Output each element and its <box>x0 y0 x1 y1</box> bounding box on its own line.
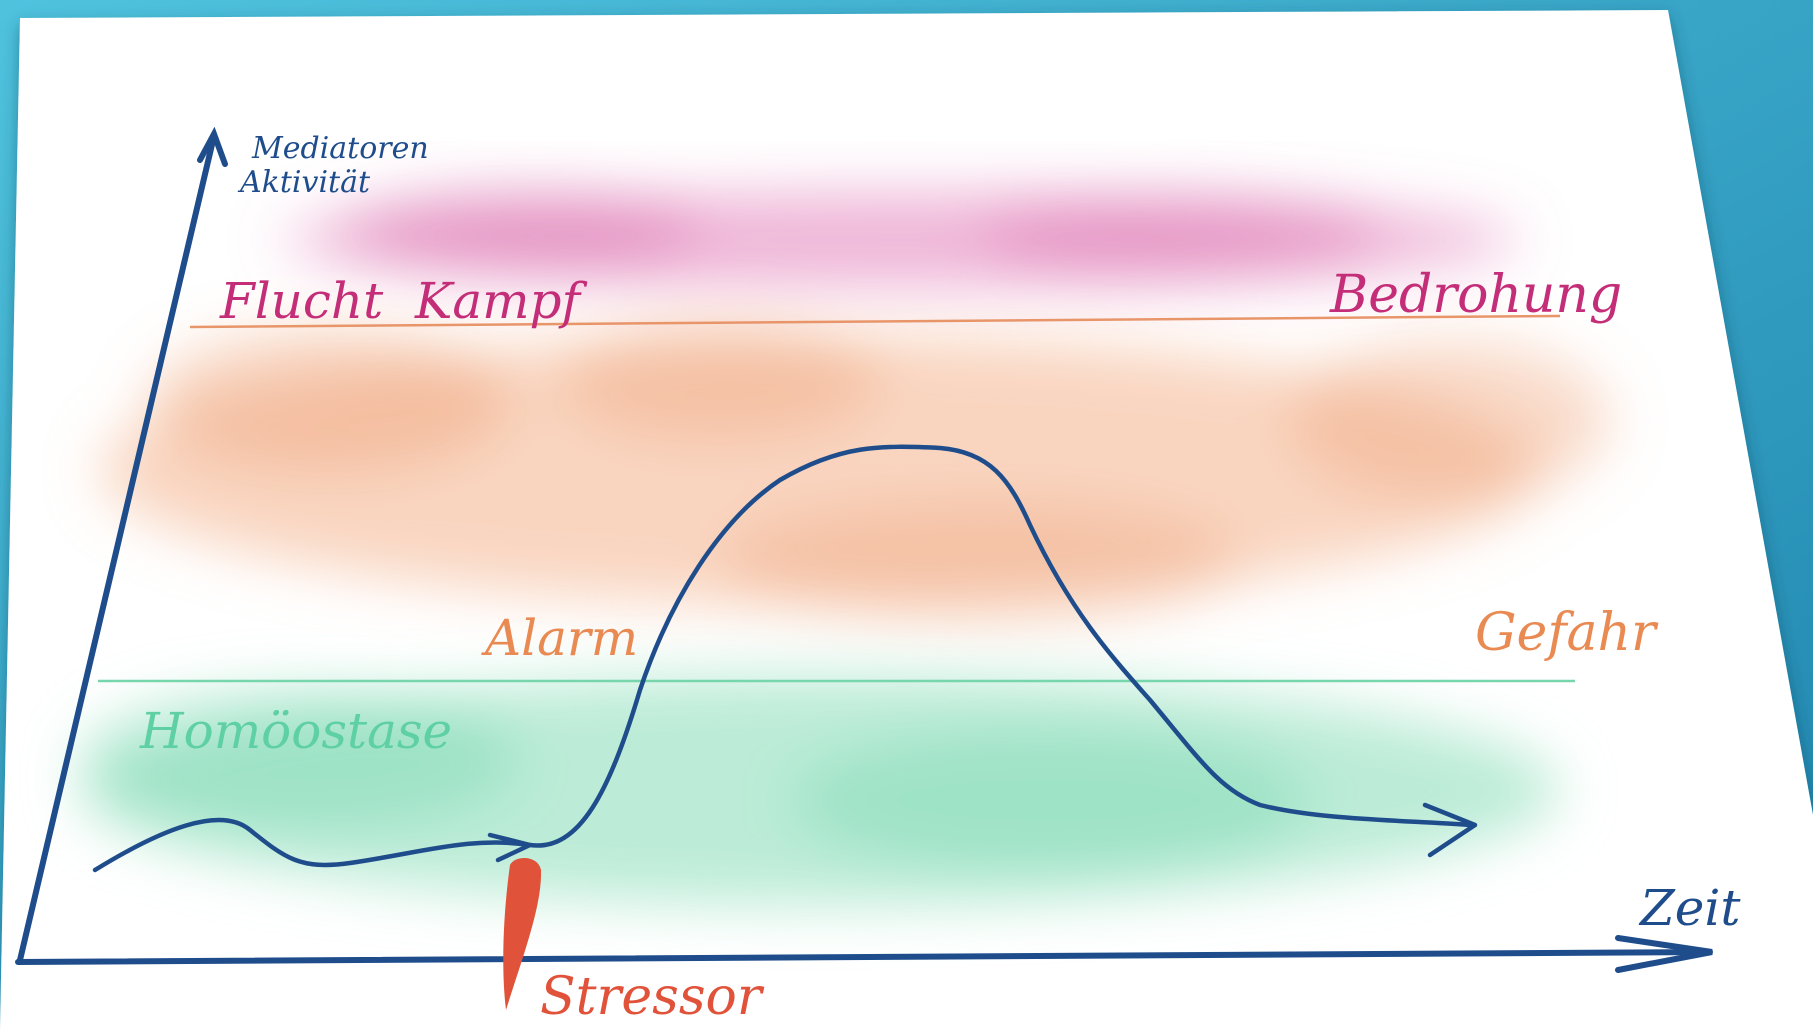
threat-label-right: Bedrohung <box>1329 265 1622 325</box>
x-axis <box>15 935 1713 973</box>
x-axis-label: Zeit <box>1638 879 1741 937</box>
threat-label-left: Flucht Kampf <box>219 272 588 330</box>
y-axis-label-line1: Mediatoren <box>251 131 429 166</box>
y-axis <box>17 126 228 963</box>
danger-label-right: Gefahr <box>1475 603 1659 663</box>
stressor-label: Stressor <box>540 967 765 1027</box>
y-axis-label-line2: Aktivität <box>237 165 371 200</box>
threat-zone <box>280 190 1520 288</box>
danger-label-left: Alarm <box>481 609 638 667</box>
homeostasis-label: Homöostase <box>139 702 452 760</box>
danger-zone <box>100 320 1610 620</box>
stressor-marker <box>503 858 542 1010</box>
threat-threshold-line <box>189 314 1561 329</box>
stress-response-curve <box>92 444 1478 873</box>
